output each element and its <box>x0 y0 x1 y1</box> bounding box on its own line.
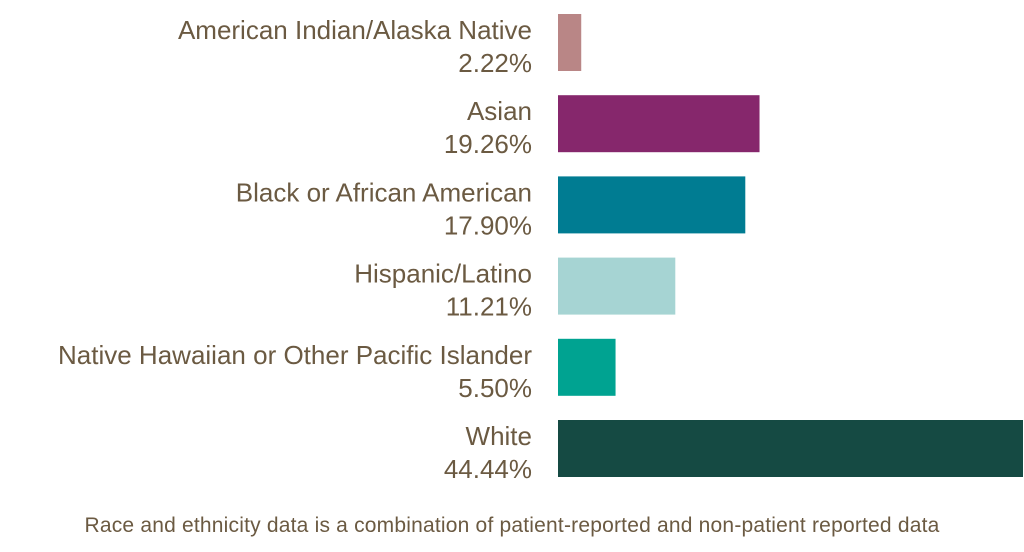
bar-1 <box>558 95 760 153</box>
bar-2 <box>558 176 746 234</box>
category-label-1: Asian <box>467 96 532 126</box>
category-label-0: American Indian/Alaska Native <box>178 15 532 45</box>
value-label-4: 5.50% <box>458 373 532 403</box>
bar-3 <box>558 257 676 315</box>
value-label-3: 11.21% <box>446 292 532 322</box>
footnote: Race and ethnicity data is a combination… <box>84 514 940 537</box>
value-label-5: 44.44% <box>444 454 532 484</box>
value-label-0: 2.22% <box>458 48 532 78</box>
bar-0 <box>558 14 582 71</box>
category-label-2: Black or African American <box>236 177 532 207</box>
category-label-5: White <box>466 421 532 451</box>
bar-5 <box>558 420 1023 477</box>
value-label-2: 17.90% <box>444 210 532 240</box>
bar-4 <box>558 338 616 396</box>
value-label-1: 19.26% <box>444 129 532 159</box>
category-label-4: Native Hawaiian or Other Pacific Islande… <box>58 340 532 370</box>
category-label-3: Hispanic/Latino <box>354 259 532 289</box>
